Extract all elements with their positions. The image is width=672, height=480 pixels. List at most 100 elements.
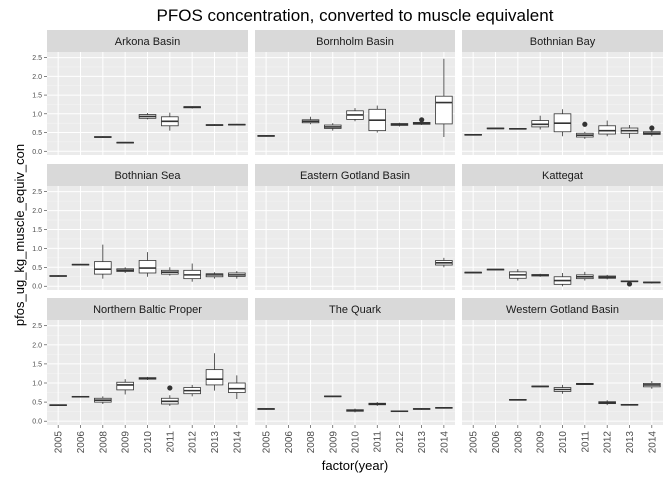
x-tick-label: 2009: [328, 431, 339, 454]
box-the-quark-2005: [257, 408, 275, 410]
x-tick-label: 2006: [76, 431, 87, 454]
box-the-quark-2011: [368, 402, 386, 406]
x-tick-label: 2012: [395, 431, 406, 454]
strip-background: [462, 164, 663, 186]
strip-background: [255, 164, 455, 186]
y-tick-label: 0.5: [32, 400, 42, 407]
y-tick-label: 0.5: [32, 130, 42, 137]
y-tick-label: 1.5: [32, 227, 42, 234]
outlier-point: [582, 121, 588, 127]
box-bornholm-basin-2013: [412, 117, 431, 126]
strip-background: [462, 298, 663, 320]
x-tick-label: 2010: [143, 431, 154, 454]
box-bothnian-bay-2005: [464, 133, 482, 136]
box-bothnian-sea-2006: [71, 263, 90, 266]
box-bothnian-bay-2008: [509, 127, 527, 130]
box-western-gotland-basin-2010: [553, 384, 572, 394]
box-kattegat-2013: [620, 280, 639, 287]
box-bothnian-bay-2013: [620, 125, 639, 139]
x-tick-label: 2011: [580, 431, 591, 453]
box-bothnian-bay-2010: [553, 109, 572, 137]
panel-northern-baltic-proper: Northern Baltic Proper 0.0 0.5 1.0 1.5 2.0 2.5…: [32, 298, 248, 453]
y-tick-label: 2.0: [32, 74, 42, 81]
box-kattegat-2008: [509, 269, 527, 281]
x-tick-label: 2005: [262, 431, 273, 454]
box-bothnian-bay-2009: [531, 115, 549, 130]
box-arkona-basin-2008: [94, 136, 112, 138]
box-kattegat-2012: [598, 274, 616, 280]
box-bothnian-sea-2009: [116, 267, 134, 273]
strip-label: Arkona Basin: [115, 36, 180, 48]
x-tick-label: 2009: [536, 431, 547, 454]
x-tick-label: 2010: [558, 431, 569, 454]
y-tick-label: 0.0: [32, 284, 42, 291]
box-bothnian-bay-2011: [576, 121, 594, 139]
box-northern-baltic-proper-2014: [228, 375, 246, 400]
box-northern-baltic-proper-2006: [71, 395, 90, 398]
x-tick-label: 2013: [417, 431, 428, 454]
y-tick-label: 1.5: [32, 93, 42, 100]
strip-label: Bothnian Bay: [530, 36, 596, 48]
strip-background: [47, 30, 248, 52]
box-bornholm-basin-2014: [435, 58, 453, 138]
box-iqr: [116, 381, 134, 391]
strip-label: Kattegat: [542, 170, 583, 182]
panel-bothnian-sea: Bothnian Sea 0.0 0.5 1.0 1.5 2.0 2.5: [32, 164, 248, 291]
strip-background: [47, 298, 248, 320]
box-bothnian-bay-2014: [643, 125, 661, 137]
box-the-quark-2014: [435, 407, 453, 409]
box-eastern-gotland-basin-2014: [435, 257, 453, 268]
panel-kattegat: Kattegat: [462, 164, 663, 290]
strip-label: Bothnian Sea: [114, 170, 181, 182]
box-iqr: [138, 260, 157, 274]
strip-background: [462, 30, 663, 52]
box-bornholm-basin-2009: [324, 123, 342, 131]
strip-background: [255, 30, 455, 52]
facet-panels: Arkona Basin 0.0 0.5 1.0 1.5 2.0 2.5 Bornholm B…: [32, 30, 663, 453]
x-tick-label: 2012: [603, 431, 614, 454]
box-the-quark-2012: [390, 410, 409, 413]
box-arkona-basin-2011: [161, 112, 179, 131]
box-kattegat-2006: [486, 268, 505, 271]
y-tick-label: 1.5: [32, 361, 42, 368]
panel-bornholm-basin: Bornholm Basin: [255, 30, 455, 155]
panel-western-gotland-basin: Western Gotland Basin 2005 2006 2008 2009 201…: [462, 298, 663, 453]
box-northern-baltic-proper-2005: [49, 404, 67, 406]
box-bornholm-basin-2010: [346, 108, 364, 122]
box-bothnian-bay-2012: [598, 120, 616, 137]
x-axis-title: factor(year): [322, 458, 388, 473]
box-the-quark-2009: [324, 395, 342, 398]
strip-background: [255, 298, 455, 320]
x-tick-label: 2013: [625, 431, 636, 454]
outlier-point: [167, 385, 173, 391]
box-bornholm-basin-2012: [390, 122, 409, 127]
x-tick-label: 2006: [491, 431, 502, 454]
box-iqr: [94, 261, 112, 275]
box-iqr: [228, 382, 246, 393]
outlier-point: [649, 125, 655, 131]
x-tick-label: 2011: [373, 431, 384, 453]
x-tick-label: 2013: [210, 431, 221, 454]
panel-arkona-basin: Arkona Basin 0.0 0.5 1.0 1.5 2.0 2.5: [32, 30, 248, 156]
chart-title: PFOS concentration, converted to muscle …: [157, 6, 554, 25]
y-tick-label: 0.0: [32, 149, 42, 156]
box-kattegat-2009: [531, 273, 549, 277]
box-arkona-basin-2012: [183, 106, 201, 109]
box-bornholm-basin-2008: [301, 116, 320, 125]
x-tick-label: 2012: [188, 431, 199, 454]
panel-bothnian-bay: Bothnian Bay: [462, 30, 663, 155]
box-western-gotland-basin-2013: [620, 403, 639, 406]
y-tick-label: 1.0: [32, 381, 42, 388]
x-tick-label: 2011: [165, 431, 176, 453]
panel-the-quark: The Quark 2005 2006 2008 2009 2010 2011 2012 201…: [255, 298, 455, 453]
x-tick-label: 2005: [54, 431, 65, 454]
box-kattegat-2005: [464, 271, 482, 274]
y-tick-label: 0.0: [32, 419, 42, 426]
y-tick-label: 2.0: [32, 208, 42, 215]
box-northern-baltic-proper-2012: [183, 384, 201, 397]
y-axis-title: pfos_ug_kg_muscle_equiv_con: [12, 144, 27, 326]
y-tick-label: 2.5: [32, 189, 42, 196]
box-arkona-basin-2009: [116, 141, 134, 144]
box-arkona-basin-2013: [205, 124, 224, 126]
